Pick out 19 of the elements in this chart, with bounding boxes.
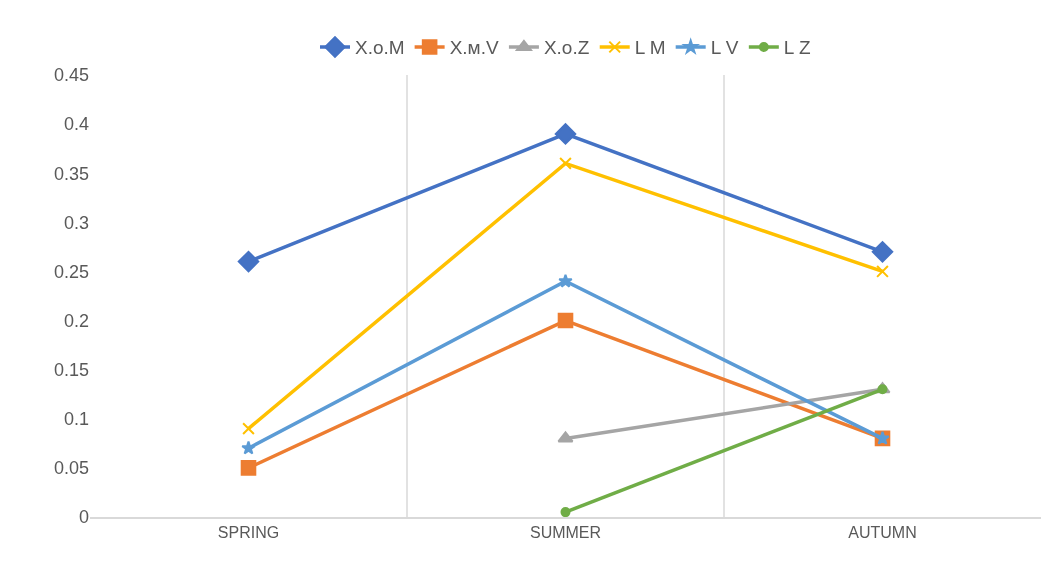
legend-label: L Z xyxy=(783,37,811,59)
legend-label: L M xyxy=(634,37,666,59)
y-tick-label: 0.4 xyxy=(63,114,89,135)
y-tick-label: 0.25 xyxy=(53,261,89,282)
legend-label: X.м.V xyxy=(449,37,499,59)
y-tick-label: 0.45 xyxy=(53,65,89,86)
y-tick-label: 0.15 xyxy=(53,359,89,380)
y-tick-label: 0.05 xyxy=(53,458,89,479)
legend-label: X.o.M xyxy=(355,37,405,59)
y-tick-label: 0.2 xyxy=(63,310,89,331)
legend-label: L V xyxy=(710,37,739,59)
x-tick-label: SPRING xyxy=(217,523,280,541)
y-tick-label: 0 xyxy=(78,507,89,528)
y-tick-label: 0.3 xyxy=(63,212,89,233)
y-tick-label: 0.1 xyxy=(63,409,89,430)
legend-label: X.o.Z xyxy=(543,37,590,59)
x-tick-label: AUTUMN xyxy=(848,523,917,541)
y-tick-label: 0.35 xyxy=(53,163,89,184)
x-tick-label: SUMMER xyxy=(529,523,602,541)
